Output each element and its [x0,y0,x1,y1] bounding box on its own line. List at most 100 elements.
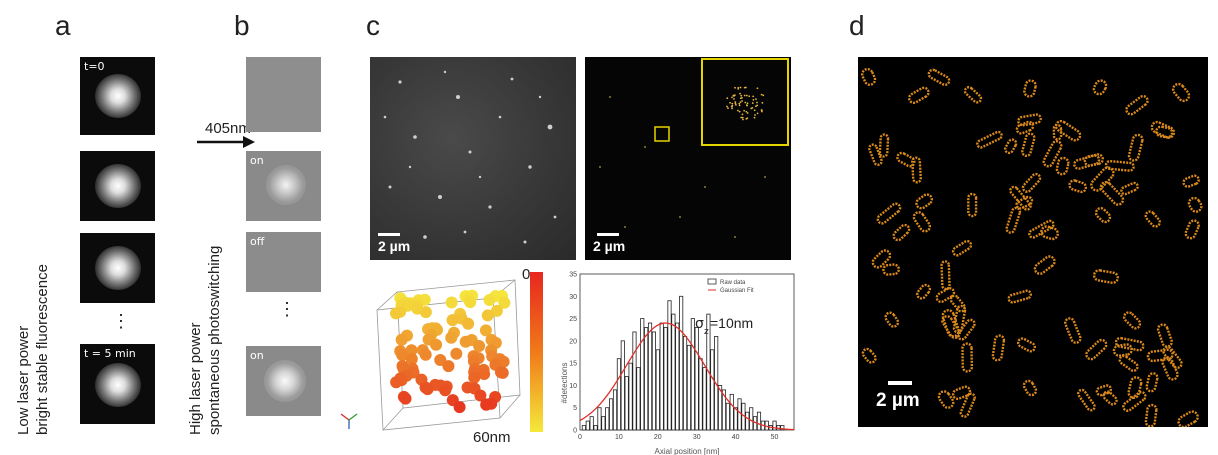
bacterium-cell [1040,225,1059,241]
bacterium-cell [1127,133,1144,162]
histogram-bar [702,367,707,431]
bacterium-cell [940,260,951,291]
histogram-bar [679,295,684,431]
histogram-bar [636,367,641,431]
scatter-point [478,368,491,381]
bacterium-cell [1155,125,1174,139]
histogram-bar [694,327,699,431]
panel-label-a: a [55,10,71,41]
scatter-point [490,304,503,317]
scatter-point [396,349,409,362]
widefield-image: 2 µm [370,57,576,260]
colorbar-bottom-label: 60nm [473,429,511,446]
bacterium-cell [1127,376,1143,399]
bacterium-cell [1184,219,1200,240]
x-tick-label: 40 [732,434,740,441]
bacterium-cell [1162,345,1183,370]
bacterium-cell [949,294,967,313]
fluorescent-spot [95,74,141,118]
scatter-point [459,335,472,348]
bacterium-cell [951,385,972,400]
bacterium-cell [1073,154,1101,170]
histogram-bar [620,340,625,431]
bacterium-cell [1171,82,1191,103]
scatter-point [496,366,509,379]
panel-a-tile-3 [80,233,155,303]
bacterium-cell [1028,219,1055,239]
histogram-bar [733,407,738,431]
bacterium-cell [963,86,983,104]
arrow-label: 405nm [205,120,251,137]
ellipsis: ⋮ [278,299,296,319]
scatter-point [430,338,443,351]
histogram-bar [601,416,606,431]
histogram-bar [644,327,649,431]
cell-image: 2 µm [858,57,1208,427]
bacterium-cell [1092,269,1119,285]
bacterium-cell [961,342,974,373]
histogram-bar [718,385,723,431]
bacterium-cell [1177,410,1199,427]
panel-a-tile-2 [80,151,155,221]
bacterium-cell [1145,372,1159,393]
scatter-point [464,296,477,309]
x-tick-label: 20 [654,434,662,441]
scale-bar [378,233,400,236]
fluorescent-spot [264,360,306,402]
sigma-symbol: σ [695,316,704,332]
sigma-value: =10nm [710,315,753,331]
histogram-bar [605,407,610,431]
histogram-bar [593,425,598,431]
bacterium-cell [1092,79,1108,96]
scatter-point [480,398,493,411]
arrow-icon [197,136,255,148]
bacterium-cell [1021,132,1036,158]
scatter-point [405,344,418,357]
histogram-bar [671,313,676,431]
ellipsis: ⋮ [112,311,130,331]
histogram-bar [772,420,777,431]
x-tick-label: 0 [578,434,582,441]
histogram-bar [651,331,656,431]
histogram-bar [663,327,668,431]
bacterium-cell [1144,403,1158,427]
scatter-point [498,296,511,309]
bacterium-cell [882,263,900,276]
bacterium-cell [976,130,1003,149]
x-tick-label: 10 [615,434,623,441]
x-tick-label: 50 [771,434,779,441]
bacterium-cell [1102,390,1118,406]
fluorescent-spot [95,363,141,407]
bacterium-cell [1161,355,1179,381]
y-tick-label: 25 [569,316,577,323]
panel-a-caption: Low laser power bright stable fluorescen… [14,264,52,435]
scatter-point [442,360,455,373]
scatter-point [389,307,402,320]
bacterium-cell [1156,323,1173,348]
panel-label-d: d [849,10,865,41]
scatter-point [453,401,466,414]
scatter-point [419,306,432,319]
fluorescent-spot [266,165,306,205]
scatter-point [445,331,458,344]
widefield-speckles [383,70,557,244]
bacterium-cell [861,67,877,86]
legend-fit: Gaussian Fit [720,288,754,294]
y-tick-label: 30 [569,294,577,301]
sigma-subscript: z [704,327,709,337]
bacterium-cell [951,239,973,257]
scatter-point [479,324,492,337]
bacterium-cell [861,347,877,364]
bacterium-cell [907,86,930,105]
bacterium-cell [991,334,1006,362]
bacterium-cell [884,311,900,328]
panel-b-tile-4: on [246,346,321,416]
bacterium-cell [876,202,902,225]
scatter-point [462,317,475,330]
y-tick-label: 5 [573,405,577,412]
panel-a-tile-4: t = 5 min [80,344,155,424]
histogram-bar [683,336,688,431]
bacterium-cell [1033,255,1056,275]
bacterium-cell [1099,180,1125,206]
panel-label-c: c [366,10,380,41]
